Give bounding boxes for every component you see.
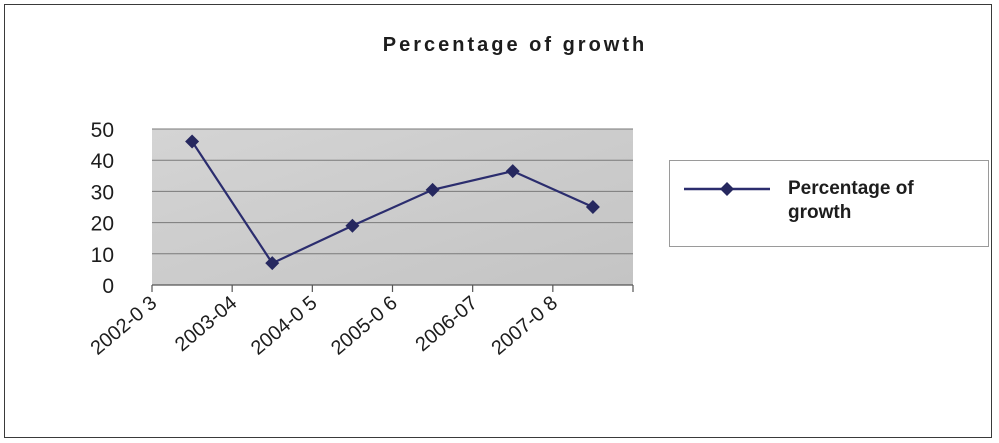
y-tick-label: 0 <box>102 275 114 298</box>
data-point-marker <box>345 218 360 233</box>
x-tick-label: 2005-0 6 <box>327 292 402 360</box>
data-point-marker <box>185 134 200 149</box>
legend-label: Percentage of growth <box>788 178 914 223</box>
data-point-marker <box>425 182 440 197</box>
data-point-marker <box>585 200 600 214</box>
legend: Percentage of growth <box>669 160 989 247</box>
chart-title: Percentage of growth <box>383 34 647 56</box>
x-tick-label: 2002-0 3 <box>87 292 162 360</box>
x-tick-label: 2003-04 <box>171 292 241 356</box>
legend-series-marker <box>684 182 770 196</box>
x-tick-label: 2004-0 5 <box>247 292 322 360</box>
y-tick-label: 10 <box>91 244 114 267</box>
y-tick-label: 40 <box>91 150 114 173</box>
x-tick-label: 2006-07 <box>412 292 482 356</box>
x-tick-label: 2007-0 8 <box>487 292 562 360</box>
series-line <box>191 140 594 265</box>
data-point-marker <box>505 164 520 179</box>
y-tick-label: 50 <box>91 119 114 142</box>
y-tick-label: 30 <box>91 181 114 204</box>
y-tick-label: 20 <box>91 213 114 236</box>
data-point-marker <box>265 256 280 271</box>
